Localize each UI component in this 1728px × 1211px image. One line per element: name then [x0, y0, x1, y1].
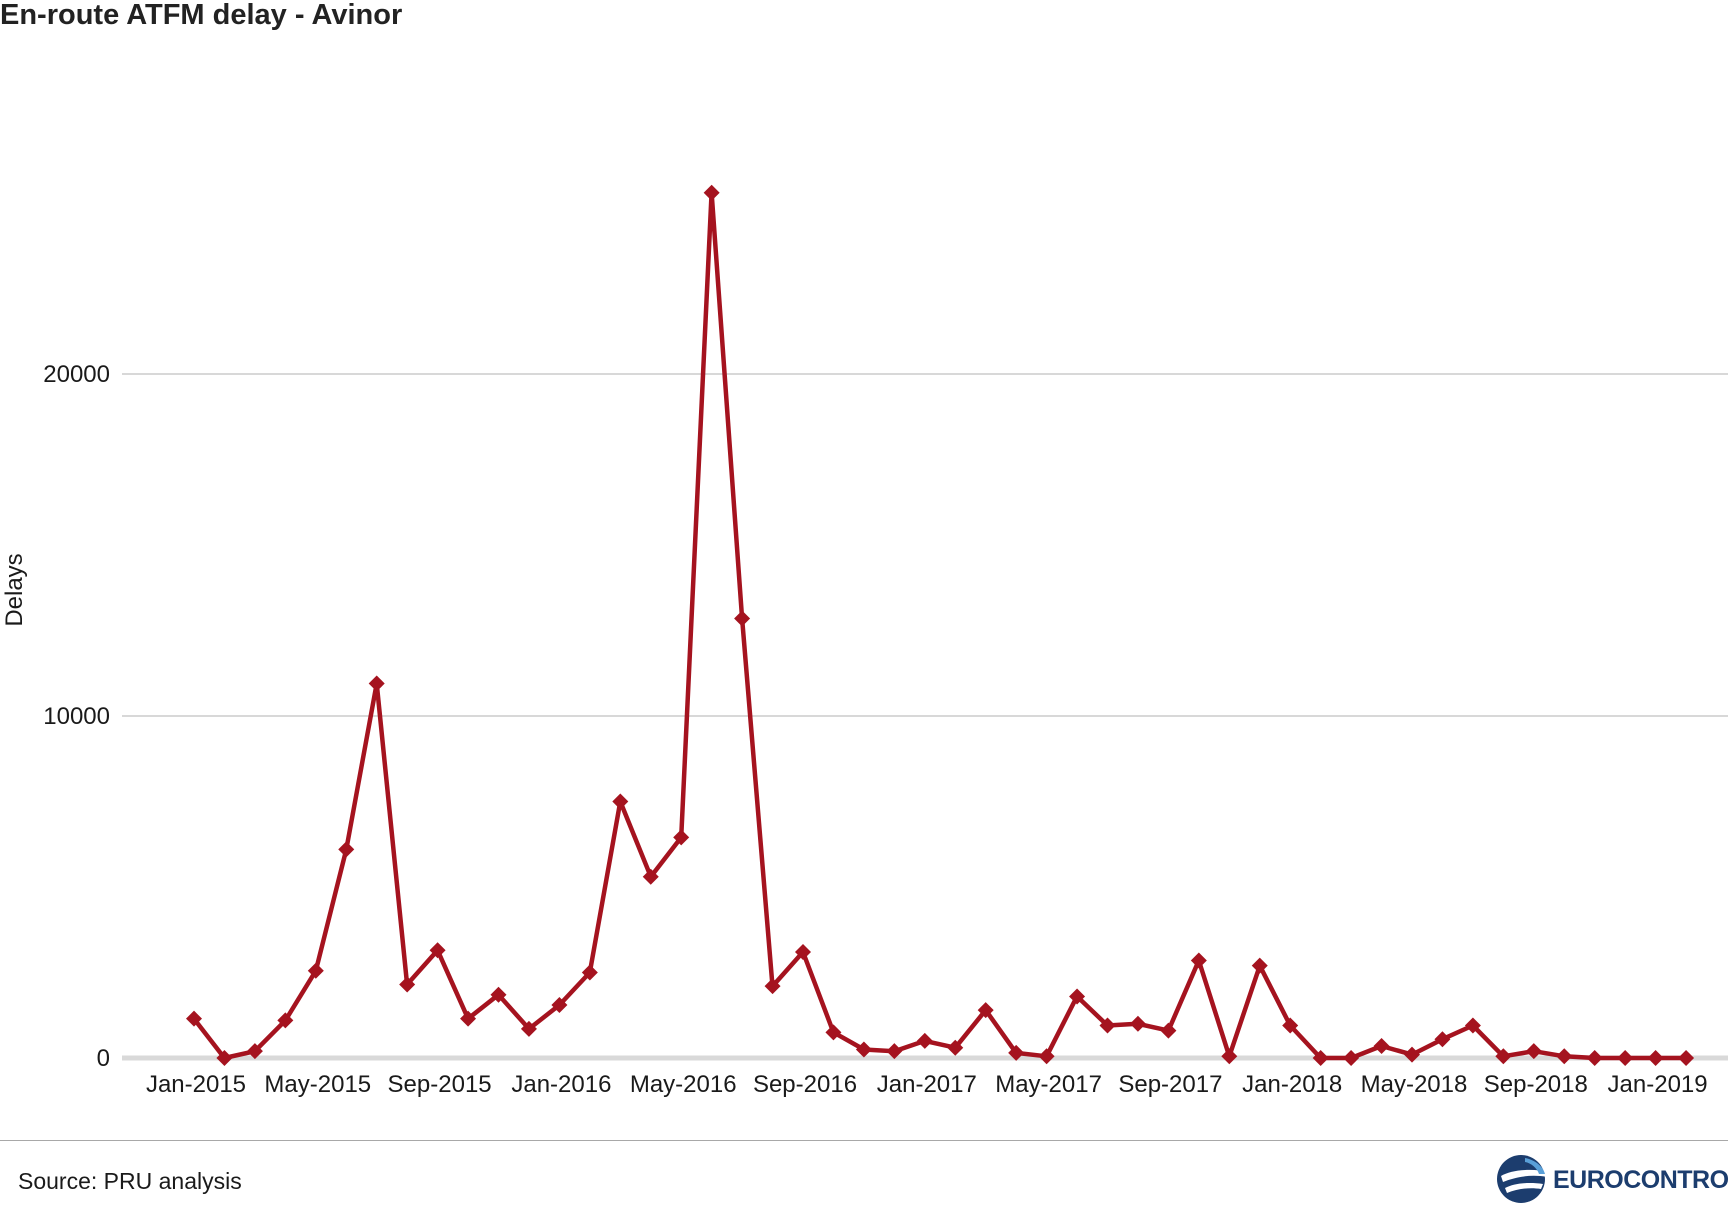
y-axis-label: Delays — [1, 553, 28, 626]
data-point-marker — [460, 1010, 477, 1027]
y-tick-label: 20000 — [43, 361, 110, 388]
data-point-marker — [1586, 1050, 1603, 1066]
y-axis-ticks: 0 10000 20000 — [43, 361, 110, 1072]
x-tick-label: May-2018 — [1361, 1071, 1468, 1098]
data-point-marker — [612, 793, 629, 810]
x-axis-ticks: Jan-2015 May-2015 Sep-2015 Jan-2016 May-2016… — [146, 1071, 1708, 1098]
data-point-marker — [673, 829, 690, 846]
data-point-marker — [1069, 988, 1086, 1005]
x-tick-label: Jan-2019 — [1608, 1071, 1708, 1098]
data-point-marker — [703, 184, 720, 201]
data-point-marker — [551, 996, 568, 1013]
gridlines — [122, 373, 1728, 1061]
data-point-marker — [1282, 1017, 1299, 1034]
data-point-marker — [1221, 1048, 1238, 1065]
data-point-marker — [764, 978, 781, 995]
data-point-marker — [1495, 1048, 1512, 1065]
series-line — [191, 190, 1689, 1061]
data-point-marker — [520, 1020, 537, 1037]
data-point-marker — [886, 1043, 903, 1060]
data-point-marker — [1647, 1050, 1664, 1066]
data-point-marker — [581, 964, 598, 981]
eurocontrol-emblem-icon — [1497, 1155, 1549, 1203]
y-tick-label: 0 — [97, 1045, 110, 1072]
x-tick-label: Jan-2016 — [511, 1071, 611, 1098]
data-point-marker — [1434, 1031, 1451, 1048]
data-point-marker — [1038, 1048, 1055, 1065]
data-point-marker — [795, 943, 811, 960]
x-tick-label: Jan-2015 — [146, 1071, 246, 1098]
y-tick-label: 10000 — [43, 703, 110, 730]
x-tick-label: Sep-2015 — [388, 1071, 492, 1098]
data-point-marker — [338, 841, 355, 858]
logo-wordmark: EUROCONTROL — [1553, 1166, 1728, 1194]
data-point-marker — [1099, 1017, 1116, 1034]
x-tick-label: May-2015 — [264, 1071, 371, 1098]
data-point-marker — [1404, 1046, 1420, 1063]
data-point-marker — [1008, 1044, 1025, 1061]
data-point-marker — [277, 1012, 294, 1029]
data-point-marker — [1343, 1050, 1360, 1066]
x-tick-label: Jan-2018 — [1242, 1071, 1342, 1098]
data-point-marker — [490, 986, 507, 1003]
data-point-marker — [1312, 1050, 1329, 1066]
data-point-marker — [1129, 1015, 1146, 1032]
data-point-marker — [855, 1041, 872, 1058]
eurocontrol-logo: EUROCONTROL — [1495, 1152, 1728, 1206]
data-point-marker — [246, 1043, 263, 1060]
data-point-marker — [1556, 1048, 1573, 1065]
x-tick-label: Sep-2018 — [1484, 1071, 1588, 1098]
data-point-marker — [368, 675, 385, 692]
data-point-marker — [307, 962, 324, 979]
data-point-marker — [734, 610, 751, 627]
data-point-marker — [1373, 1038, 1390, 1055]
x-tick-label: Sep-2016 — [753, 1071, 857, 1098]
data-point-marker — [1464, 1017, 1481, 1034]
data-point-marker — [186, 1010, 202, 1027]
chart-title: En-route ATFM delay - Avinor — [0, 0, 403, 31]
data-point-marker — [399, 976, 416, 993]
data-point-marker — [429, 942, 446, 959]
data-point-marker — [216, 1050, 233, 1066]
data-point-marker — [1251, 957, 1268, 974]
x-tick-label: May-2017 — [995, 1071, 1102, 1098]
data-point-marker — [916, 1032, 933, 1049]
data-point-marker — [947, 1039, 964, 1056]
x-tick-label: Jan-2017 — [877, 1071, 977, 1098]
data-point-marker — [1678, 1050, 1695, 1066]
x-tick-label: May-2016 — [630, 1071, 737, 1098]
footer-divider — [0, 1140, 1728, 1141]
data-point-marker — [1160, 1022, 1177, 1039]
x-tick-label: Sep-2017 — [1118, 1071, 1222, 1098]
data-point-marker — [1525, 1043, 1542, 1060]
data-point-marker — [1190, 952, 1207, 969]
series-delays — [186, 184, 1695, 1066]
data-point-marker — [642, 868, 659, 885]
data-point-marker — [825, 1024, 842, 1041]
data-point-marker — [1617, 1050, 1634, 1066]
source-note: Source: PRU analysis — [18, 1168, 242, 1194]
data-point-marker — [977, 1002, 994, 1019]
